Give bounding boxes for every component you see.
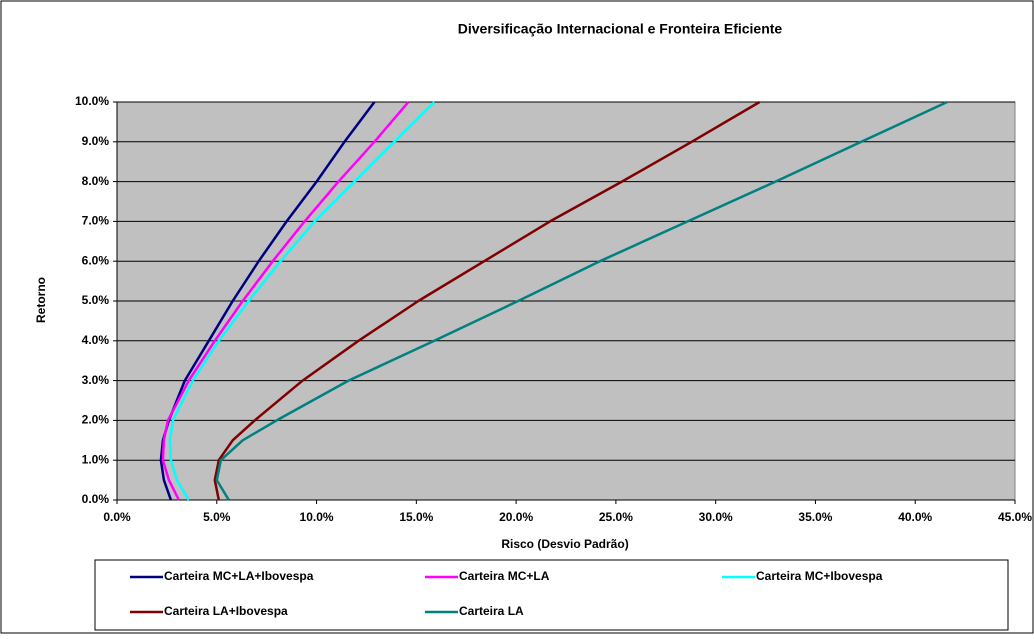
legend-label: Carteira LA+Ibovespa — [164, 604, 288, 618]
series-line — [215, 100, 948, 501]
x-axis-label: Risco (Desvio Padrão) — [501, 537, 628, 551]
x-tick-label: 0.0% — [103, 510, 131, 524]
y-tick-label: 5.0% — [82, 293, 110, 307]
y-tick-label: 2.0% — [82, 413, 110, 427]
series-line — [159, 101, 376, 501]
legend-label: Carteira MC+LA+Ibovespa — [164, 569, 314, 583]
legend-label: Carteira LA — [459, 604, 524, 618]
x-tick-label: 20.0% — [499, 510, 533, 524]
y-tick-label: 3.0% — [82, 373, 110, 387]
x-tick-label: 35.0% — [798, 510, 832, 524]
legend — [94, 559, 1009, 631]
series-line — [161, 101, 410, 501]
y-tick-label: 0.0% — [82, 492, 110, 506]
x-tick-label: 45.0% — [998, 510, 1032, 524]
y-tick-label: 8.0% — [82, 174, 110, 188]
chart-title: Diversificação Internacional e Fronteira… — [458, 21, 783, 37]
y-tick-label: 1.0% — [82, 452, 110, 466]
y-tick-label: 6.0% — [82, 253, 110, 267]
legend-label: Carteira MC+LA — [459, 569, 550, 583]
x-tick-label: 15.0% — [399, 510, 433, 524]
y-tick-label: 9.0% — [82, 134, 110, 148]
x-tick-label: 5.0% — [203, 510, 231, 524]
series-line — [168, 101, 436, 501]
series-line — [213, 100, 761, 501]
y-axis-label: Retorno — [34, 277, 48, 323]
y-tick-label: 7.0% — [82, 214, 110, 228]
legend-label: Carteira MC+Ibovespa — [756, 569, 883, 583]
y-tick-label: 4.0% — [82, 333, 110, 347]
x-tick-label: 25.0% — [599, 510, 633, 524]
x-tick-label: 40.0% — [898, 510, 932, 524]
y-tick-label: 10.0% — [75, 94, 109, 108]
x-tick-label: 30.0% — [699, 510, 733, 524]
x-tick-label: 10.0% — [300, 510, 334, 524]
